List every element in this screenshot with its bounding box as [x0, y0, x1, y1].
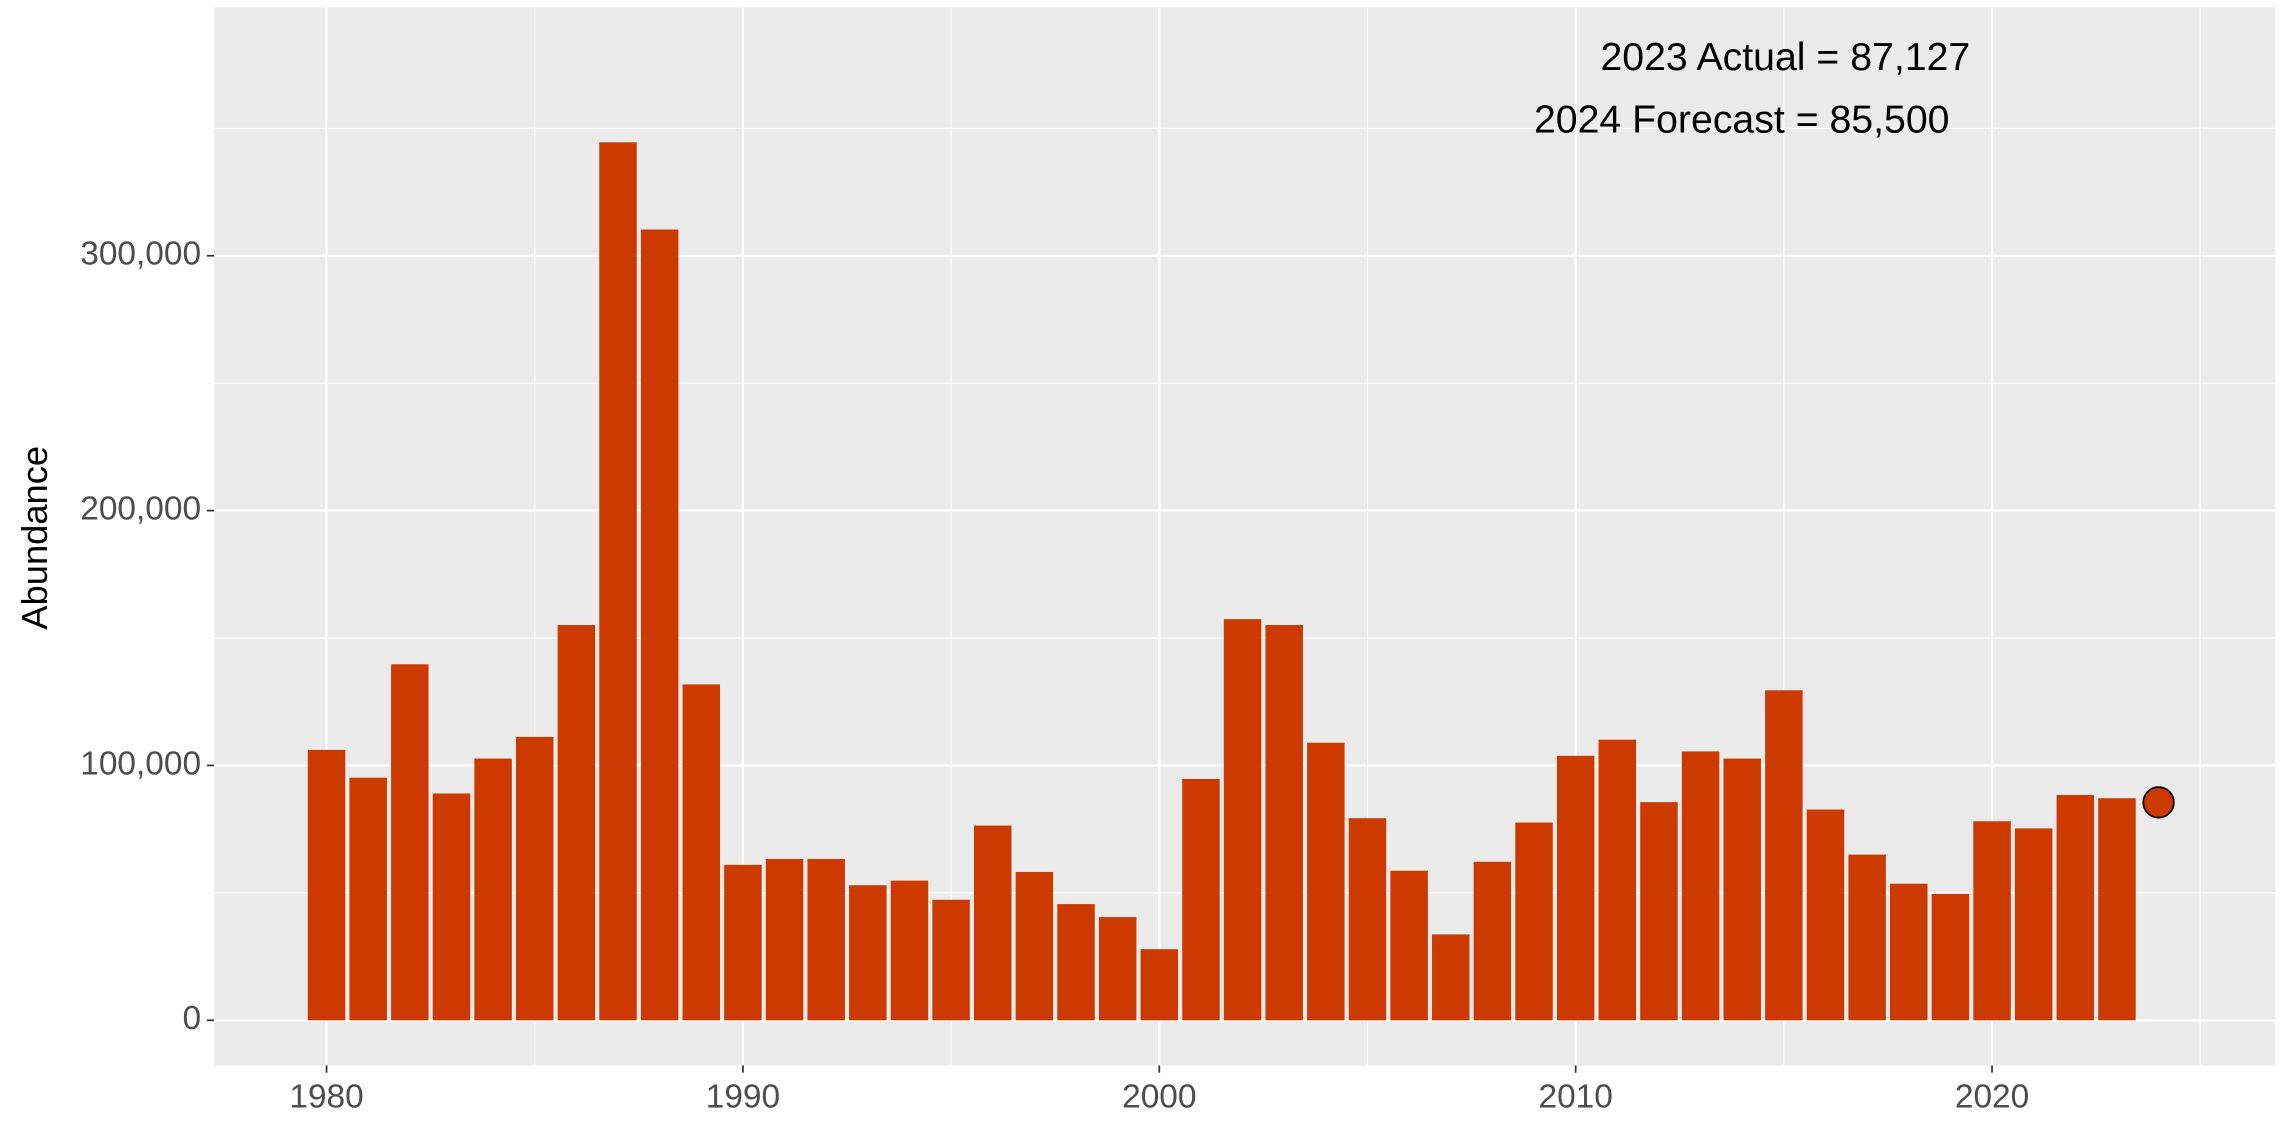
bar: [1348, 818, 1387, 1021]
bar: [890, 880, 929, 1021]
y-tick-label: 0: [182, 1000, 201, 1037]
bar: [349, 777, 387, 1021]
bar: [1848, 854, 1886, 1021]
bar: [640, 229, 679, 1021]
bar: [849, 885, 887, 1021]
bar: [599, 142, 637, 1021]
bar: [1098, 917, 1137, 1021]
y-tick-label: 100,000: [80, 745, 201, 782]
bar: [932, 899, 970, 1021]
x-tick-label: 1990: [706, 1079, 780, 1116]
bar: [2056, 795, 2095, 1021]
y-axis-title: Abundance: [14, 446, 55, 630]
bar: [1307, 742, 1345, 1021]
bar: [682, 684, 721, 1021]
bar: [557, 625, 596, 1021]
y-tick-label: 300,000: [80, 236, 201, 273]
bar: [1182, 778, 1220, 1021]
bar: [1765, 690, 1803, 1021]
bar: [765, 858, 804, 1021]
bar: [1723, 758, 1761, 1021]
bar: [1931, 893, 1970, 1021]
bar: [1973, 821, 2011, 1021]
bar: [974, 825, 1012, 1021]
bar: [724, 864, 762, 1021]
bar: [1473, 861, 1512, 1021]
annotation: 2023 Actual = 87,127: [1600, 35, 1970, 79]
bar: [2098, 798, 2136, 1021]
bar: [1057, 904, 1095, 1021]
bar: [432, 793, 471, 1021]
bar: [1806, 809, 1845, 1021]
forecast-point: [2142, 786, 2175, 819]
annotation: 2024 Forecast = 85,500: [1534, 97, 1950, 141]
x-tick-label: 2010: [1538, 1079, 1612, 1116]
bar: [1265, 625, 1303, 1021]
bar: [1556, 755, 1595, 1021]
bar: [1432, 934, 1470, 1021]
bar: [307, 749, 346, 1021]
bar: [391, 664, 429, 1021]
bar: [1390, 870, 1428, 1021]
x-tick-label: 2020: [1955, 1079, 2029, 1116]
bar: [1140, 949, 1179, 1021]
bar: [1640, 802, 1678, 1021]
bar: [1223, 619, 1262, 1021]
bar: [1598, 739, 1637, 1021]
bar: [515, 736, 554, 1021]
bar: [2014, 828, 2053, 1021]
bar: [1681, 751, 1720, 1021]
x-tick-label: 2000: [1122, 1079, 1196, 1116]
bar: [1890, 883, 1928, 1021]
bar: [1515, 822, 1553, 1021]
bar: [1015, 871, 1054, 1021]
y-tick-label: 200,000: [80, 490, 201, 527]
bar: [807, 858, 845, 1021]
bar: [474, 758, 512, 1021]
x-tick-label: 1980: [289, 1079, 363, 1116]
